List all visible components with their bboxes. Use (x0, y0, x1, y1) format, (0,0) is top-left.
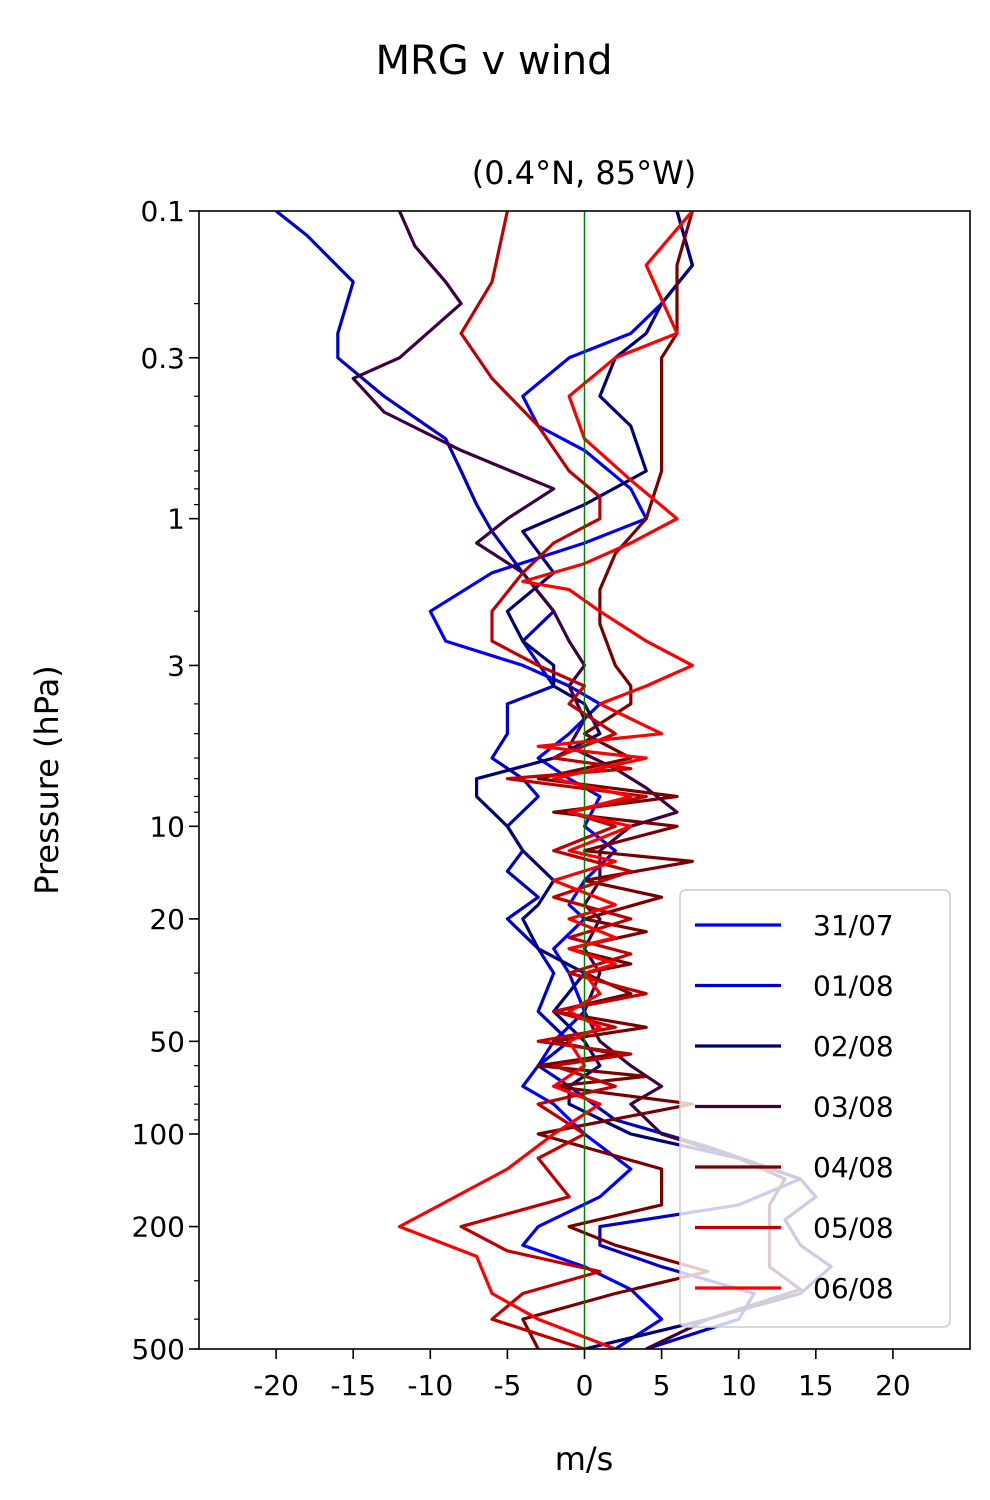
y-tick-label: 200 (132, 1211, 185, 1244)
y-tick-label: 10 (149, 810, 185, 843)
x-tick-label: 15 (798, 1369, 834, 1402)
legend-label: 04/08 (813, 1151, 894, 1184)
y-axis: 0.1 0.3 1 3 10 20 50 100 200 500 (132, 195, 199, 1366)
y-tick-label: 0.3 (140, 342, 185, 375)
legend-label: 03/08 (813, 1091, 894, 1124)
x-axis: -20 -15 -10 -5 0 5 10 15 20 (253, 1349, 911, 1402)
x-tick-label: 10 (721, 1369, 757, 1402)
x-tick-label: -15 (330, 1369, 376, 1402)
legend-label: 05/08 (813, 1212, 894, 1245)
y-tick-label: 500 (132, 1333, 185, 1366)
series-line-6 (459, 211, 648, 1349)
y-tick-label: 20 (149, 903, 185, 936)
chart-subtitle: (0.4°N, 85°W) (472, 154, 697, 192)
series-line-5 (521, 211, 710, 1349)
legend: 31/07 01/08 02/08 03/08 04/08 05/08 06/08 (679, 889, 951, 1328)
x-tick-label: -5 (493, 1369, 521, 1402)
legend-box (679, 889, 951, 1328)
x-tick-label: -10 (407, 1369, 453, 1402)
y-axis-label: Pressure (hPa) (28, 665, 66, 895)
y-tick-label: 1 (167, 503, 185, 536)
y-tick-label: 100 (132, 1118, 185, 1151)
legend-label: 06/08 (813, 1272, 894, 1305)
series-line-1 (428, 211, 694, 1349)
legend-label: 01/08 (813, 970, 894, 1003)
x-tick-label: 20 (875, 1369, 911, 1402)
y-tick-label: 3 (167, 649, 185, 682)
series-line-7 (397, 211, 694, 1349)
x-tick-label: 5 (653, 1369, 671, 1402)
y-tick-label: 50 (149, 1025, 185, 1058)
series-group (275, 211, 833, 1349)
legend-label: 31/07 (813, 909, 894, 942)
y-tick-label: 0.1 (140, 195, 185, 228)
legend-label: 02/08 (813, 1030, 894, 1063)
x-axis-label: m/s (555, 1440, 614, 1478)
chart-title: MRG v wind (376, 38, 613, 84)
x-tick-label: -20 (253, 1369, 299, 1402)
x-tick-label: 0 (576, 1369, 594, 1402)
